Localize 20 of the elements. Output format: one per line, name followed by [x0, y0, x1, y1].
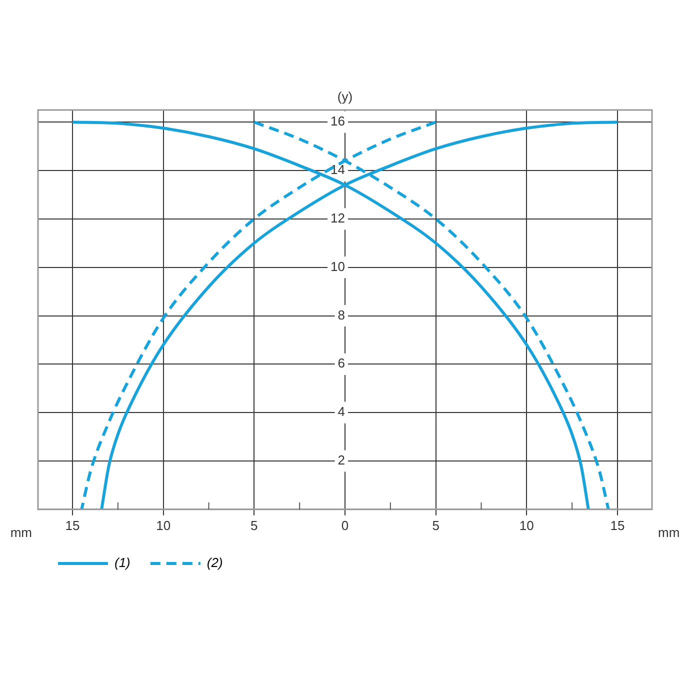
x-axis-title: mm: [10, 524, 32, 540]
y-tick-label: 14: [330, 162, 345, 178]
y-tick-label: 6: [338, 356, 345, 371]
y-tick-label: 12: [330, 210, 345, 226]
y-tick-label: 16: [330, 114, 345, 129]
legend-label: (2): [206, 555, 223, 570]
x-tick-label: 5: [250, 518, 258, 533]
text: mm: [658, 524, 680, 540]
legend-label: (1): [114, 555, 130, 570]
x-tick-label: 5: [432, 518, 440, 533]
y-tick-label: 4: [338, 404, 345, 420]
y-axis-title: (y): [337, 89, 353, 104]
x-tick-label: 15: [610, 518, 625, 533]
x-tick-label: 10: [519, 518, 534, 533]
y-tick-label: 8: [338, 307, 345, 322]
x-tick-label: 15: [65, 518, 80, 533]
x-tick-label: 10: [156, 518, 171, 533]
y-tick-label: 10: [330, 258, 345, 274]
y-tick-label: 2: [338, 452, 345, 468]
x-tick-label: 0: [341, 518, 349, 533]
